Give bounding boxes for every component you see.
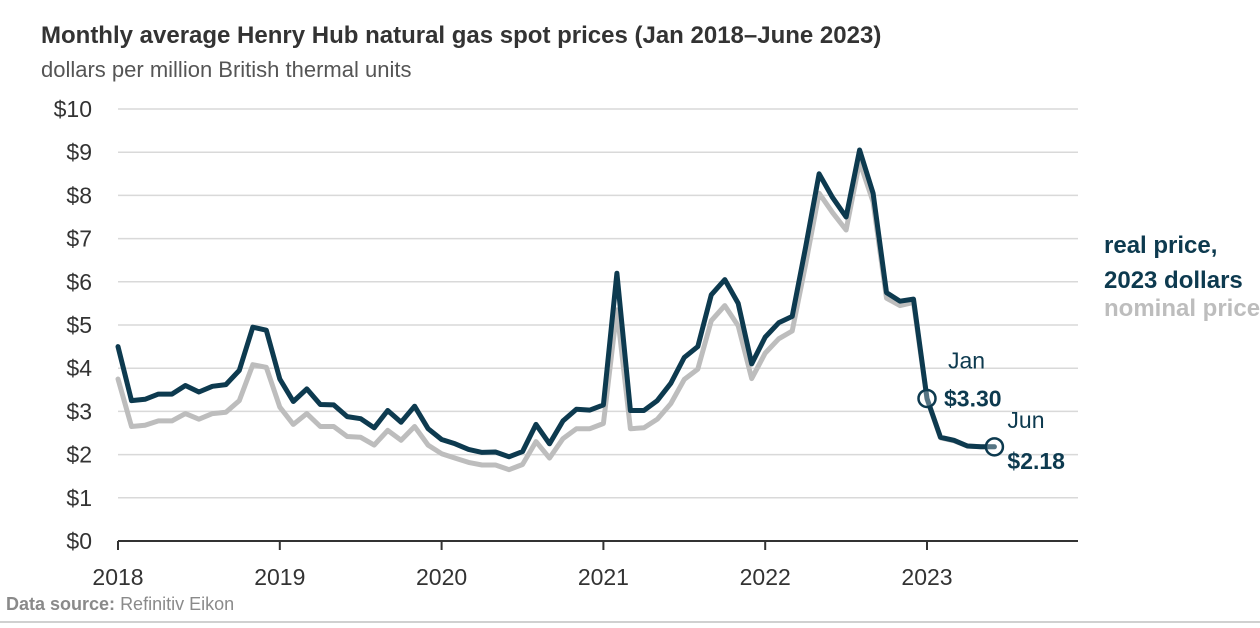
legend-real-price: real price, 2023 dollars <box>1104 228 1243 298</box>
annotation-month-label: Jun <box>1007 407 1044 433</box>
y-tick-label: $8 <box>66 182 92 208</box>
y-tick-label: $3 <box>66 398 92 424</box>
x-tick-label: 2022 <box>740 564 791 590</box>
x-tick-label: 2023 <box>901 564 952 590</box>
x-tick-label: 2018 <box>92 564 143 590</box>
x-tick-label: 2021 <box>578 564 629 590</box>
y-tick-label: $7 <box>66 226 92 252</box>
series-line-real-price <box>115 147 997 460</box>
series-line-nominal-price <box>115 159 997 473</box>
y-tick-label: $5 <box>66 312 92 338</box>
annotation-marker <box>984 437 1005 457</box>
data-source-label: Data source: <box>6 594 116 614</box>
chart-title: Monthly average Henry Hub natural gas sp… <box>41 22 882 49</box>
y-tick-label: $1 <box>66 485 92 511</box>
annotation-month-label: Jan <box>948 347 985 373</box>
series-lines <box>115 147 997 473</box>
annotation-marker <box>917 388 937 409</box>
x-tick-label: 2020 <box>416 564 467 590</box>
legend-nominal-price: nominal price <box>1104 295 1260 322</box>
y-axis-ticks: $0 $1 $2 $3 $4 $5 $6 $7 $8 $9 $10 <box>54 96 93 554</box>
y-tick-label: $4 <box>66 355 92 381</box>
y-tick-label: $10 <box>54 96 92 122</box>
annotation-value-label: $2.18 <box>1007 448 1065 474</box>
data-source-value: Refinitiv Eikon <box>120 594 235 614</box>
bottom-divider <box>0 621 1260 623</box>
annotation-value-label: $3.30 <box>944 385 1002 411</box>
y-tick-label: $2 <box>66 442 92 468</box>
legend-real-line1: real price, <box>1104 232 1218 259</box>
y-tick-label: $0 <box>66 528 92 554</box>
legend-real-line2: 2023 dollars <box>1104 267 1243 294</box>
x-tick-label: 2019 <box>254 564 305 590</box>
data-source: Data source: Refinitiv Eikon <box>6 594 234 615</box>
x-axis: 2018 2019 2020 2021 2022 2023 <box>92 540 1078 590</box>
y-tick-label: $9 <box>66 139 92 165</box>
grid-lines <box>118 108 1078 499</box>
y-tick-label: $6 <box>66 269 92 295</box>
chart-subtitle: dollars per million British thermal unit… <box>41 57 412 82</box>
